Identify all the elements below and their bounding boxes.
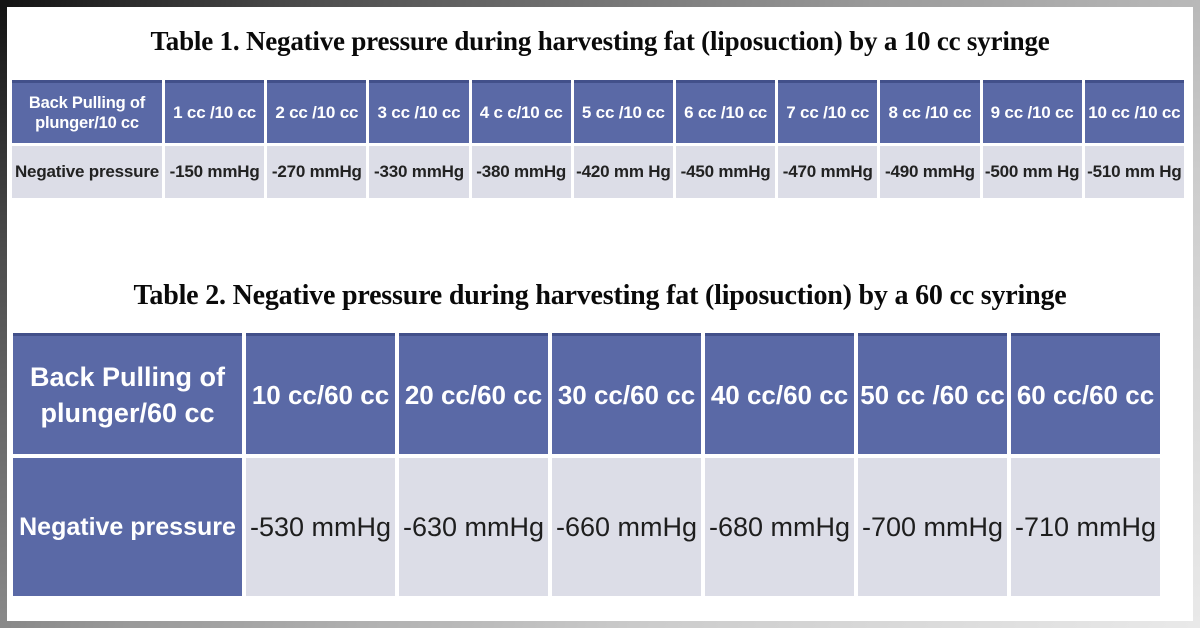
table1-col-header-7: 7 cc /10 cc: [778, 80, 878, 143]
table1-corner-line2: plunger/10 cc: [35, 114, 139, 132]
table2-title: Table 2. Negative pressure during harves…: [133, 280, 1067, 311]
table1-col-header-1: 1 cc /10 cc: [165, 80, 265, 143]
table1-col-header-8: 8 cc /10 cc: [880, 80, 980, 143]
table2-data-row: Negative pressure -530 mmHg -630 mmHg -6…: [13, 458, 1160, 596]
table1-title: Table 1. Negative pressure during harves…: [150, 26, 1050, 56]
table1-corner-line1: Back Pulling of: [28, 94, 146, 112]
table1-value-8: -490 mmHg: [880, 146, 980, 198]
table2-col-header-6: 60 cc/60 cc: [1011, 333, 1160, 454]
table2-value-5: -700 mmHg: [858, 458, 1007, 596]
table1-value-3: -330 mmHg: [369, 146, 469, 198]
table1-value-2: -270 mmHg: [267, 146, 367, 198]
table2-value-6: -710 mmHg: [1011, 458, 1160, 596]
table1-value-9: -500 mm Hg: [982, 146, 1082, 198]
table2-corner-line1: Back Pulling of: [29, 362, 226, 392]
table2-col-header-4: 40 cc/60 cc: [705, 333, 854, 454]
table2-col-header-3: 30 cc/60 cc: [552, 333, 701, 454]
table2-col-header-2: 20 cc/60 cc: [399, 333, 548, 454]
table1-corner-header: Back Pulling of plunger/10 cc: [12, 80, 162, 143]
table1-value-5: -420 mm Hg: [573, 146, 673, 198]
table2-value-3: -660 mmHg: [552, 458, 701, 596]
table2-col-header-1: 10 cc/60 cc: [246, 333, 395, 454]
table1-value-7: -470 mmHg: [778, 146, 878, 198]
table2-col-header-5: 50 cc /60 cc: [858, 333, 1007, 454]
table1-value-1: -150 mmHg: [165, 146, 265, 198]
table1-col-header-2: 2 cc /10 cc: [267, 80, 367, 143]
table2-value-2: -630 mmHg: [399, 458, 548, 596]
table2-corner-line2: plunger/60 cc: [40, 398, 215, 428]
table2-row-label: Negative pressure: [13, 458, 242, 596]
table1-data-row: Negative pressure -150 mmHg -270 mmHg -3…: [12, 146, 1184, 198]
table1-header-row: Back Pulling of plunger/10 cc 1 cc /10 c…: [12, 80, 1184, 143]
table1-value-4: -380 mmHg: [471, 146, 571, 198]
table1-col-header-10: 10 cc /10 cc: [1084, 80, 1184, 143]
table1-col-header-3: 3 cc /10 cc: [369, 80, 469, 143]
table2-value-4: -680 mmHg: [705, 458, 854, 596]
table2-value-1: -530 mmHg: [246, 458, 395, 596]
table1-col-header-9: 9 cc /10 cc: [982, 80, 1082, 143]
table2-corner-header: Back Pulling of plunger/60 cc: [13, 333, 242, 454]
table1-col-header-6: 6 cc /10 cc: [675, 80, 776, 143]
table1-col-header-5: 5 cc /10 cc: [573, 80, 673, 143]
table1-value-10: -510 mm Hg: [1084, 146, 1184, 198]
table1-col-header-4: 4 c c/10 cc: [471, 80, 571, 143]
table1-row-label: Negative pressure: [12, 146, 162, 198]
table2: Back Pulling of plunger/60 cc 10 cc/60 c…: [9, 329, 1164, 600]
table1-value-6: -450 mmHg: [675, 146, 776, 198]
table2-header-row: Back Pulling of plunger/60 cc 10 cc/60 c…: [13, 333, 1160, 454]
table1: Back Pulling of plunger/10 cc 1 cc /10 c…: [9, 77, 1187, 201]
